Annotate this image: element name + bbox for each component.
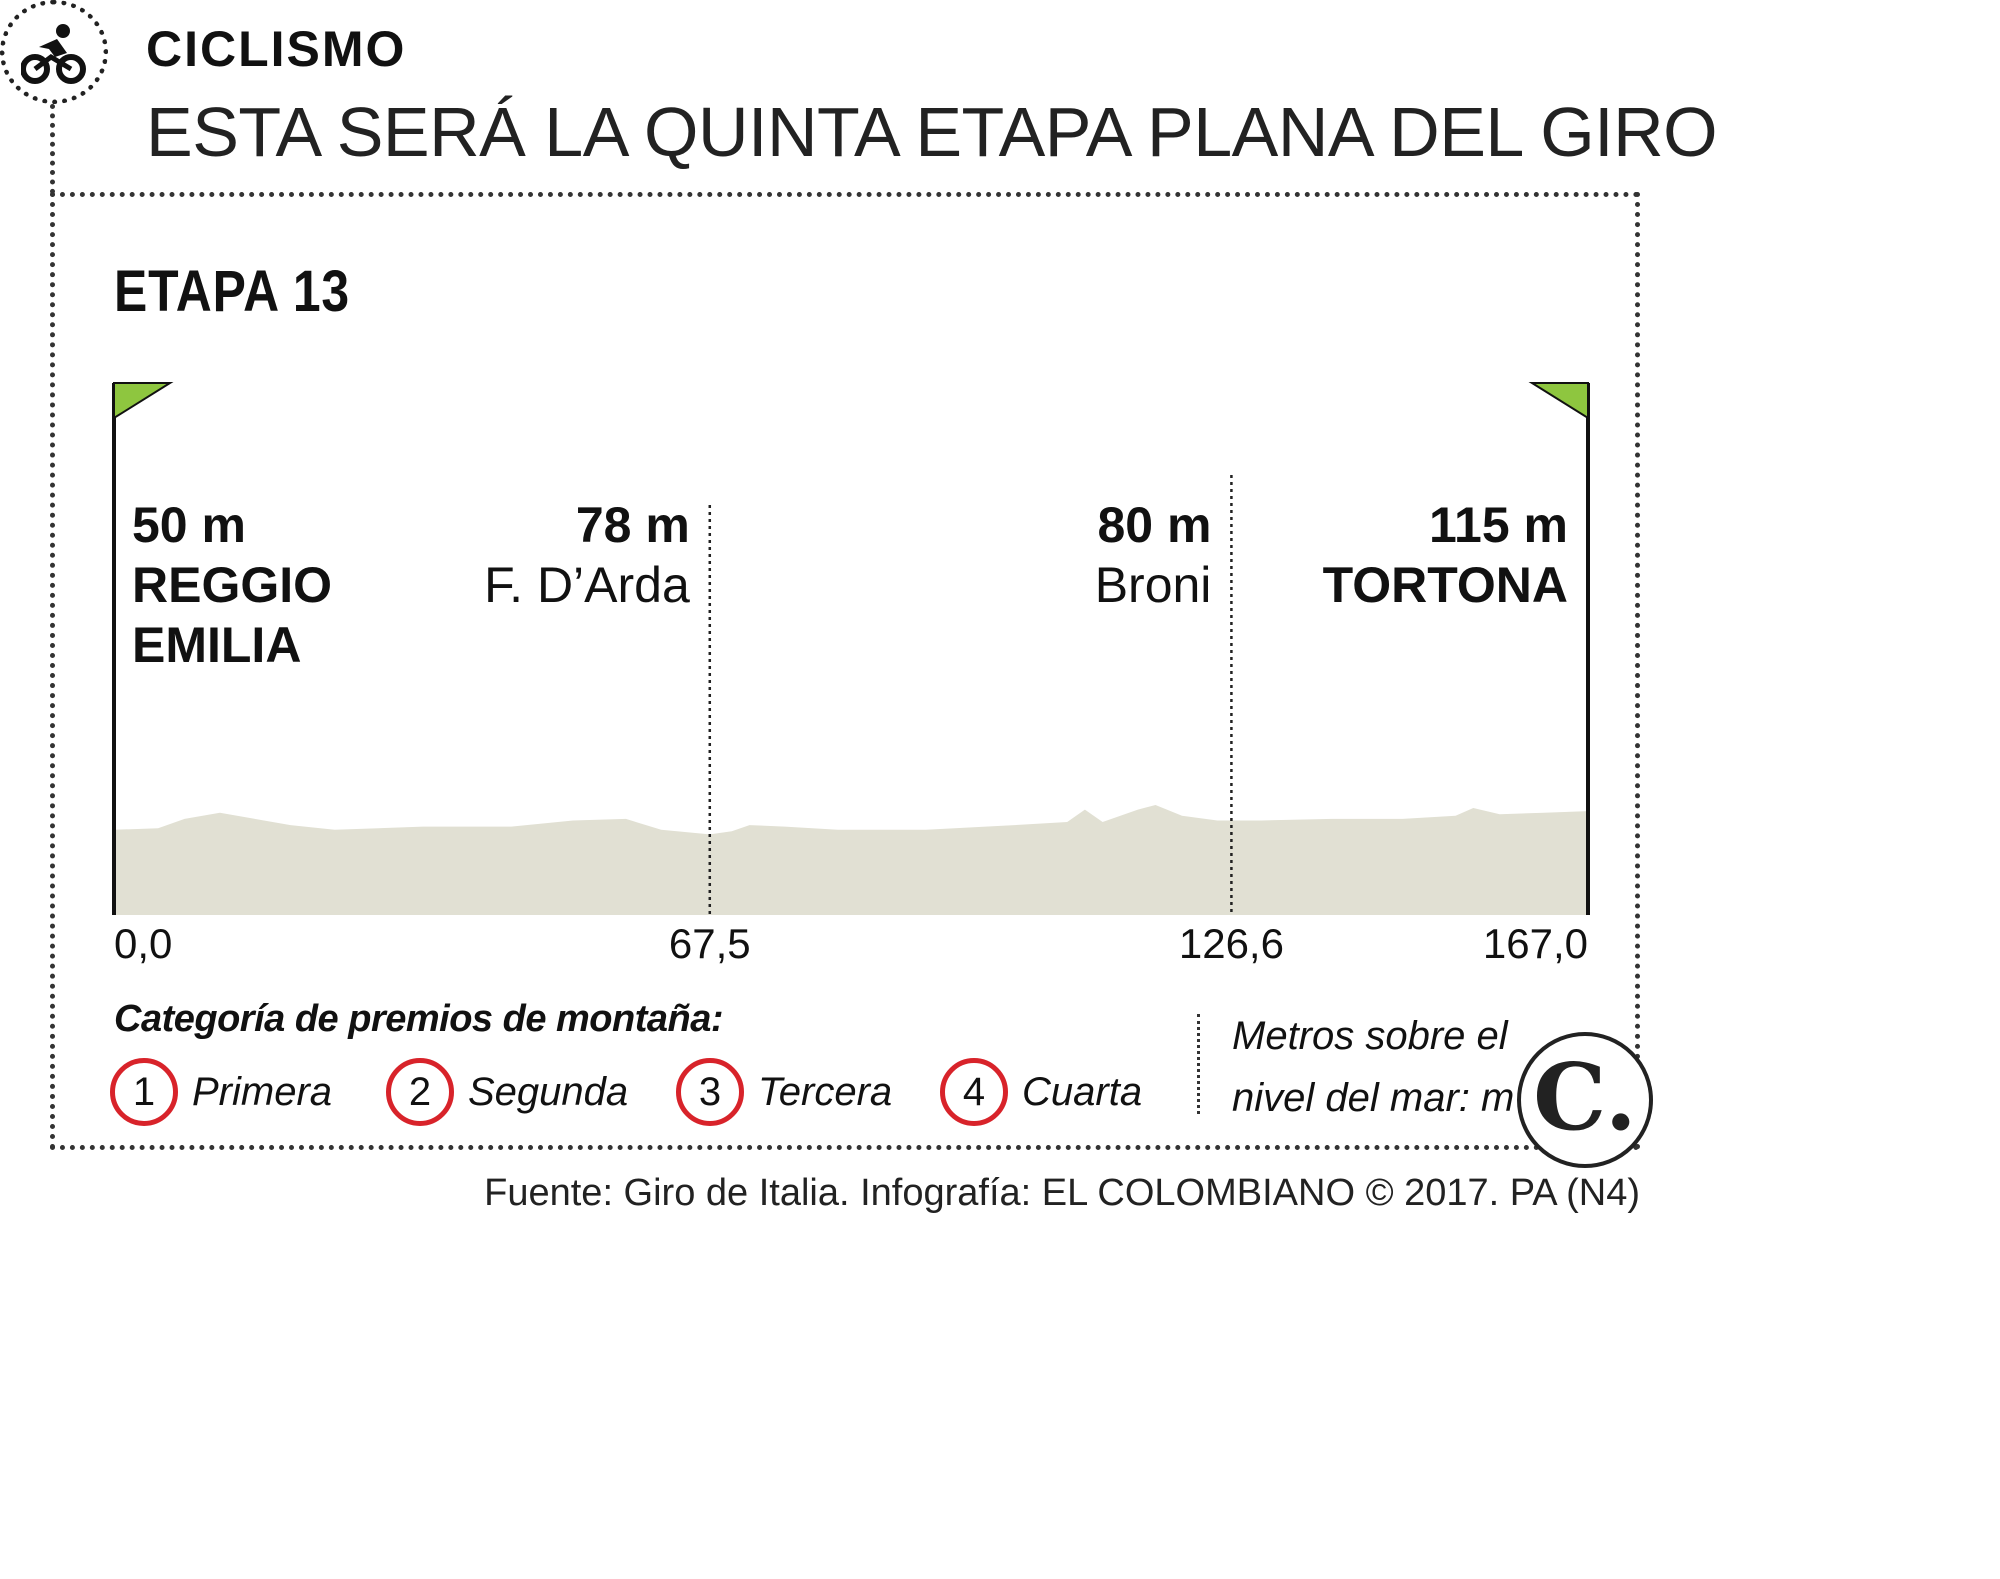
- checkpoint-altitude: 78 m: [575, 497, 690, 553]
- legend-title: Categoría de premios de montaña:: [114, 998, 724, 1040]
- logo-text: C.: [1533, 1043, 1637, 1151]
- checkpoint-label-0: 50 m REGGIO EMILIA: [132, 495, 332, 675]
- category-label: Primera: [192, 1069, 333, 1114]
- checkpoint-altitude: 80 m: [1097, 497, 1212, 553]
- badge-connector: [50, 104, 55, 194]
- checkpoint-label-2: 80 m Broni: [1095, 495, 1212, 615]
- category-circle-icon: 1: [110, 1058, 178, 1126]
- headline: ESTA SERÁ LA QUINTA ETAPA PLANA DEL GIRO: [146, 93, 1718, 171]
- category-label: Tercera: [758, 1069, 893, 1114]
- stage-title: ETAPA 13: [114, 259, 351, 324]
- km-tick-label: 0,0: [114, 920, 173, 967]
- chart-frame: [50, 192, 1640, 1150]
- units-note-line1: Metros sobre el: [1232, 1014, 1508, 1058]
- elevation-area: [114, 805, 1588, 915]
- checkpoint-altitude: 115 m: [1428, 497, 1568, 553]
- checkpoint-name: REGGIO: [132, 557, 333, 613]
- legend-item: 2 Segunda: [386, 1052, 628, 1132]
- legend-item: 3 Tercera: [676, 1052, 892, 1132]
- km-tick-label: 67,5: [668, 920, 751, 967]
- km-tick-label: 126,6: [1178, 920, 1284, 967]
- checkpoint-name: TORTONA: [1322, 557, 1568, 613]
- category-circle-icon: 4: [940, 1058, 1008, 1126]
- start-flag-icon: [113, 382, 174, 420]
- el-colombiano-logo: C.: [1517, 1032, 1653, 1168]
- finish-flag-icon: [1528, 382, 1589, 420]
- category-label: Cuarta: [1022, 1069, 1143, 1114]
- source-credit: Fuente: Giro de Italia. Infografía: EL C…: [484, 1172, 1640, 1214]
- units-note-line2: nivel del mar: m: [1232, 1076, 1515, 1120]
- category-circle-icon: 2: [386, 1058, 454, 1126]
- cyclist-icon: [21, 24, 86, 84]
- legend-item: 4 Cuarta: [940, 1052, 1142, 1132]
- checkpoint-name: EMILIA: [132, 617, 302, 673]
- category-label: Segunda: [468, 1069, 629, 1114]
- checkpoint-name: F. D’Arda: [484, 557, 690, 613]
- category-circle-icon: 3: [676, 1058, 744, 1126]
- km-tick-label: 167,0: [1482, 920, 1588, 967]
- checkpoint-altitude: 50 m: [132, 497, 246, 553]
- units-note: Metros sobre el nivel del mar: m: [1232, 1005, 1522, 1129]
- checkpoint-name: Broni: [1094, 557, 1212, 613]
- checkpoint-label-1: 78 m F. D’Arda: [484, 495, 690, 615]
- section-label: CICLISMO: [146, 21, 407, 77]
- units-divider: [1197, 1014, 1200, 1114]
- cyclist-badge: [0, 0, 108, 104]
- checkpoint-label-3: 115 m TORTONA: [1323, 495, 1568, 615]
- legend-item: 1 Primera: [110, 1052, 332, 1132]
